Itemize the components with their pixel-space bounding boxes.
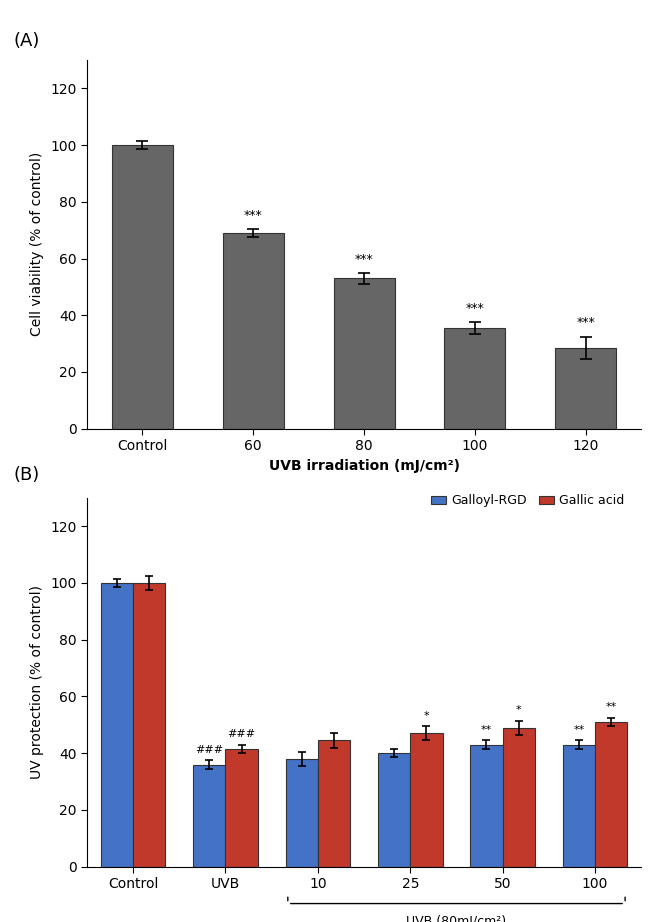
Bar (562, 745, 595, 867)
Text: ###: ### (228, 729, 256, 739)
Text: ***: *** (355, 253, 373, 266)
Text: ###: ### (195, 745, 223, 754)
Text: **: ** (481, 725, 492, 735)
Bar (318, 740, 350, 867)
Bar (444, 328, 506, 429)
Bar (410, 733, 443, 867)
Bar (193, 764, 225, 867)
Text: (B): (B) (13, 466, 39, 484)
Bar (333, 278, 395, 429)
Bar (133, 583, 166, 867)
Bar (470, 745, 502, 867)
Bar (595, 722, 627, 867)
Text: *: * (516, 705, 522, 715)
Bar (101, 583, 133, 867)
Legend: Galloyl-RGD, Gallic acid: Galloyl-RGD, Gallic acid (426, 490, 629, 513)
Text: **: ** (573, 725, 584, 735)
Text: UVB (80mJ/cm²): UVB (80mJ/cm²) (406, 915, 506, 922)
Bar (502, 727, 535, 867)
Bar (555, 348, 617, 429)
Bar (378, 753, 410, 867)
Y-axis label: Cell viability (% of control): Cell viability (% of control) (31, 152, 45, 337)
Bar (285, 759, 318, 867)
Text: *: * (424, 711, 430, 721)
Bar (222, 233, 284, 429)
Text: ***: *** (576, 316, 595, 329)
Y-axis label: UV protection (% of control): UV protection (% of control) (31, 585, 45, 779)
Text: (A): (A) (13, 32, 39, 51)
Text: ***: *** (466, 302, 484, 315)
Bar (226, 749, 258, 867)
X-axis label: UVB irradiation (mJ/cm²): UVB irradiation (mJ/cm²) (269, 459, 460, 473)
Bar (112, 145, 173, 429)
Text: **: ** (606, 702, 617, 712)
Text: ***: *** (244, 208, 263, 221)
